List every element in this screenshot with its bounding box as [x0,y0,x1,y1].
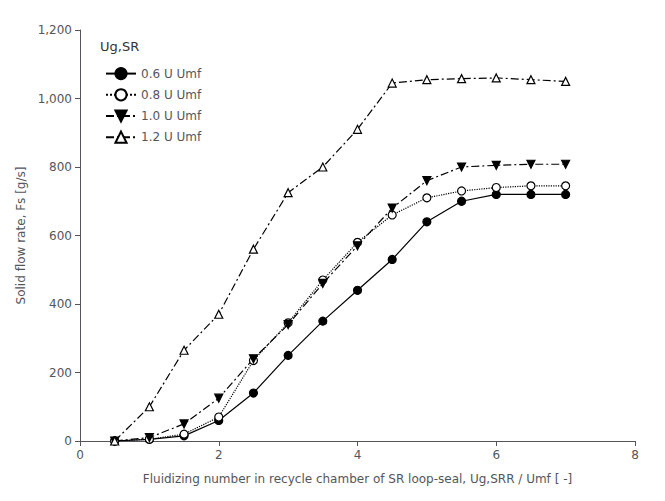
svg-text:4: 4 [354,448,362,462]
svg-text:1,200: 1,200 [38,23,72,37]
svg-text:800: 800 [49,160,72,174]
svg-text:0: 0 [64,434,72,448]
svg-text:1.0 U Umf: 1.0 U Umf [141,109,202,123]
svg-text:400: 400 [49,297,72,311]
svg-text:1.2 U Umf: 1.2 U Umf [141,130,202,144]
svg-text:0.8 U Umf: 0.8 U Umf [141,88,202,102]
svg-text:Fluidizing number in recycle c: Fluidizing number in recycle chamber of … [143,472,572,486]
svg-text:0.6 U Umf: 0.6 U Umf [141,67,202,81]
svg-text:2: 2 [215,448,223,462]
svg-text:Solid flow rate, Fs [g/s]: Solid flow rate, Fs [g/s] [14,167,28,305]
svg-text:8: 8 [631,448,639,462]
svg-text:200: 200 [49,366,72,380]
svg-text:1,000: 1,000 [38,92,72,106]
svg-text:0: 0 [76,448,84,462]
svg-text:6: 6 [492,448,500,462]
svg-text:Ug,SR: Ug,SR [100,39,139,54]
svg-text:600: 600 [49,229,72,243]
